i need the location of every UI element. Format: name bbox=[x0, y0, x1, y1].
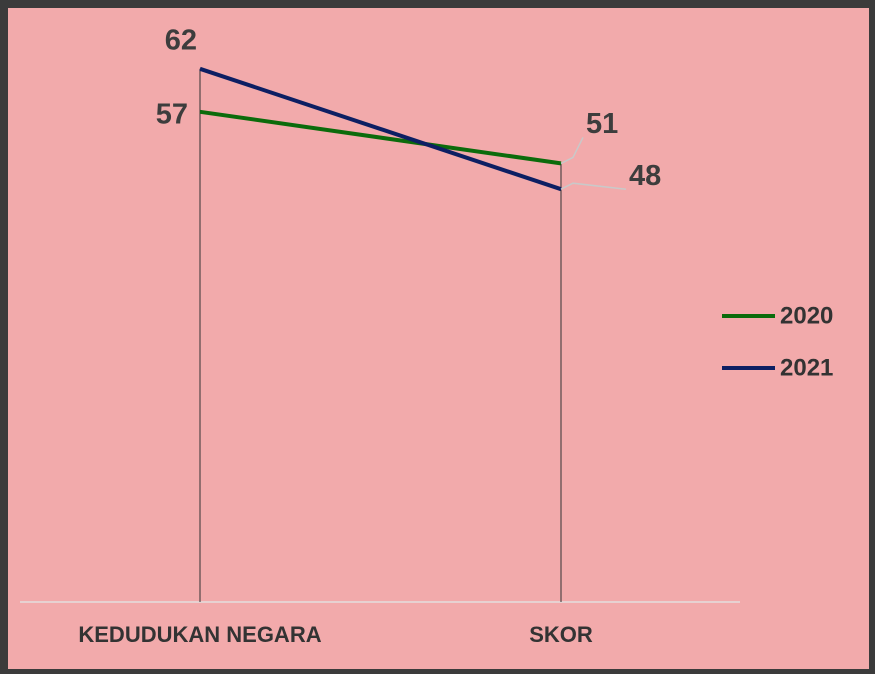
leader-line bbox=[560, 182, 627, 190]
legend-label: 2020 bbox=[780, 302, 833, 329]
legend-label: 2021 bbox=[780, 354, 833, 381]
data-label: 62 bbox=[165, 24, 197, 56]
series-line bbox=[199, 109, 562, 166]
plot-background bbox=[8, 8, 869, 669]
x-tick-label: SKOR bbox=[529, 622, 593, 647]
data-label: 51 bbox=[586, 108, 618, 140]
series-line bbox=[199, 66, 562, 192]
data-label: 48 bbox=[629, 160, 661, 192]
data-label: 57 bbox=[156, 98, 188, 130]
x-tick-label: KEDUDUKAN NEGARA bbox=[78, 622, 321, 647]
leader-line bbox=[560, 137, 584, 165]
